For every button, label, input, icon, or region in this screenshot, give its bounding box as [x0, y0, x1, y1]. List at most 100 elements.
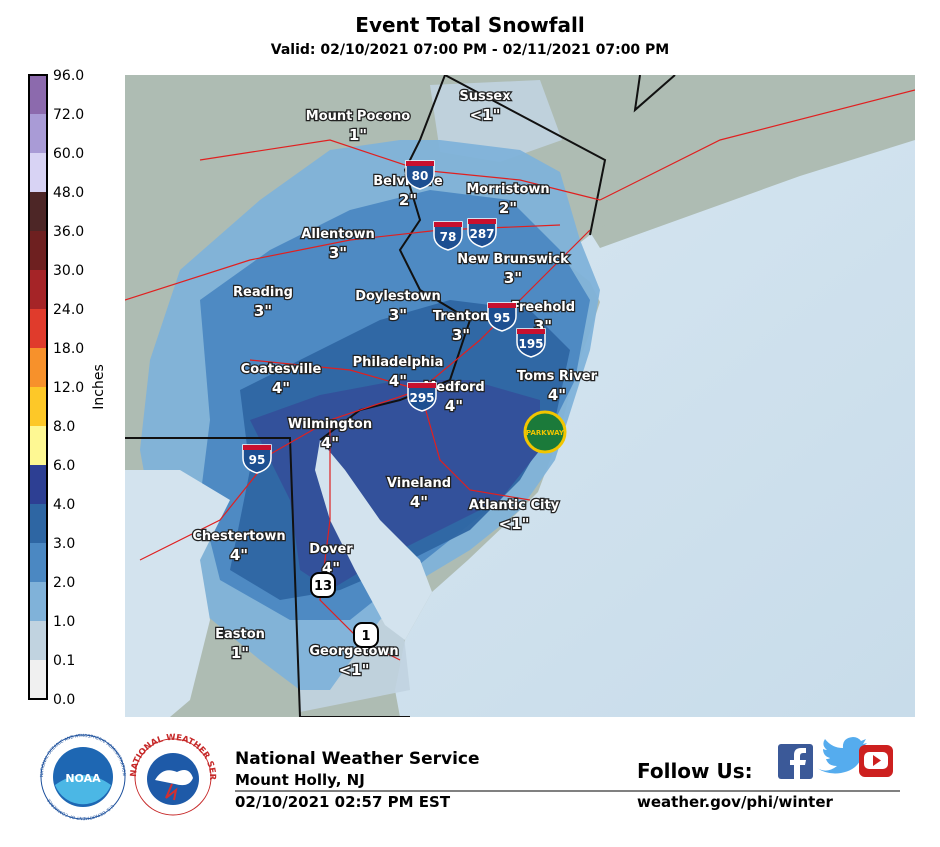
city-name: Doylestown — [355, 289, 441, 304]
subtitle: Valid: 02/10/2021 07:00 PM - 02/11/2021 … — [271, 42, 670, 58]
city-amount: <1" — [470, 106, 501, 124]
city-amount: 3" — [254, 302, 272, 320]
city-amount: <1" — [499, 515, 530, 533]
website: weather.gov/phi/winter — [637, 793, 833, 811]
city-name: Freehold — [511, 300, 575, 315]
city-name: Vineland — [387, 476, 451, 491]
legend-swatch — [29, 543, 47, 582]
shield-cap — [243, 445, 271, 450]
city-amount: 3" — [452, 326, 470, 344]
us-shield — [310, 572, 336, 598]
city-name: Easton — [215, 627, 265, 642]
interstate-shield — [242, 444, 272, 474]
shield-number: 95 — [249, 453, 266, 467]
shield-cap — [488, 303, 516, 308]
legend-label: 0.0 — [53, 692, 75, 708]
legend-label: 36.0 — [53, 224, 84, 240]
legend-label: 4.0 — [53, 497, 75, 513]
city-amount: 1" — [349, 126, 367, 144]
city-amount: 3" — [389, 306, 407, 324]
legend-label: 96.0 — [53, 68, 84, 84]
delaware-bay — [315, 440, 432, 640]
legend-label: 6.0 — [53, 458, 75, 474]
shield-cap — [434, 222, 462, 227]
interstate-shield — [467, 218, 497, 248]
us-shield — [353, 622, 379, 648]
snow-under-1 — [430, 80, 562, 162]
chesapeake-bay — [125, 470, 230, 717]
shield-number: 195 — [518, 337, 543, 351]
shield-number: 95 — [494, 311, 511, 325]
city-amount: 4" — [548, 386, 566, 404]
city-amount: 4" — [272, 379, 290, 397]
shield-number: 13 — [314, 579, 332, 594]
city-name: Dover — [309, 542, 353, 557]
legend-swatch — [29, 231, 47, 270]
youtube-icon[interactable] — [859, 745, 893, 777]
city-amount: 4" — [321, 434, 339, 452]
city-name: Allentown — [301, 227, 374, 242]
city-name: Medford — [423, 380, 484, 395]
location: Mount Holly, NJ — [235, 771, 365, 789]
twitter-icon[interactable] — [817, 737, 867, 774]
legend-swatch — [29, 660, 47, 699]
city-amount: 4" — [230, 546, 248, 564]
parkway-shield — [523, 410, 567, 454]
city-name: Mount Pocono — [306, 109, 410, 124]
city-name: Morristown — [466, 182, 549, 197]
legend-frame — [28, 74, 48, 700]
city-name: Reading — [233, 285, 293, 300]
legend-swatch — [29, 192, 47, 231]
legend-label: 72.0 — [53, 107, 84, 123]
city-amount: <1" — [339, 661, 370, 679]
shield-number: 78 — [440, 230, 457, 244]
city-labels: Sussex<1"Mount Pocono1"Belvidere2"Morris… — [191, 88, 599, 681]
city-amount: 2" — [399, 191, 417, 209]
legend-swatch — [29, 426, 47, 465]
city-name: Georgetown — [309, 644, 398, 659]
shield-number: 1 — [361, 629, 370, 644]
office: National Weather Service — [235, 749, 480, 769]
city-name: Trenton — [433, 309, 489, 324]
city-name: Sussex — [459, 89, 511, 104]
city-name: Atlantic City — [469, 498, 560, 513]
city-amount: 1" — [231, 644, 249, 662]
follow-us: Follow Us: — [637, 759, 753, 783]
facebook-icon[interactable] — [778, 744, 813, 779]
legend-label: 3.0 — [53, 536, 75, 552]
city-amount: 2" — [499, 199, 517, 217]
legend-swatch — [29, 621, 47, 660]
shield-cap — [517, 329, 545, 334]
interstate-shield — [516, 328, 546, 358]
legend-label: 60.0 — [53, 146, 84, 162]
interstate-shield — [407, 382, 437, 412]
city-name: Chestertown — [192, 529, 285, 544]
state-borders — [125, 75, 676, 717]
legend-swatch — [29, 465, 47, 504]
legend-label: 0.1 — [53, 653, 75, 669]
map — [125, 75, 915, 717]
legend-swatch — [29, 309, 47, 348]
city-name: New Brunswick — [457, 252, 569, 267]
legend-label: 12.0 — [53, 380, 84, 396]
legend-swatch — [29, 348, 47, 387]
city-amount: 3" — [329, 244, 347, 262]
noaa-text: NOAA — [65, 772, 101, 785]
city-amount: 4" — [445, 397, 463, 415]
legend-label: 18.0 — [53, 341, 84, 357]
shield-text: PARKWAY — [526, 429, 565, 437]
noaa-logo: NOAA NATIONAL OCEANIC AND ATMOSPHERIC AD… — [39, 733, 127, 821]
shield-cap — [408, 383, 436, 388]
legend-swatch — [29, 114, 47, 153]
issued: 02/10/2021 02:57 PM EST — [235, 793, 451, 811]
legend-label: 8.0 — [53, 419, 75, 435]
legend-swatch — [29, 387, 47, 426]
legend-label: 2.0 — [53, 575, 75, 591]
color-legend: 96.0 72.0 60.0 48.0 36.0 30.0 24.0 18.0 12.0 8.0 6… — [28, 68, 84, 708]
interstate-shield — [405, 160, 435, 190]
legend-swatch — [29, 270, 47, 309]
legend-swatch — [29, 504, 47, 543]
title: Event Total Snowfall — [355, 13, 584, 37]
shield-number: 287 — [469, 227, 494, 241]
